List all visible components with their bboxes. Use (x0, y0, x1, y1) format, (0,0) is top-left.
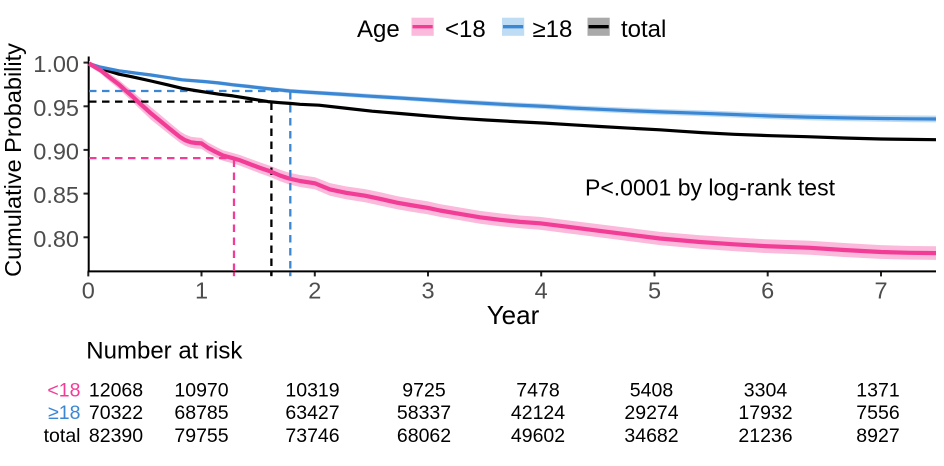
svg-text:12068: 12068 (89, 379, 143, 401)
svg-text:total: total (621, 16, 666, 43)
svg-text:4: 4 (535, 277, 548, 303)
svg-text:34682: 34682 (624, 425, 678, 447)
svg-text:0.80: 0.80 (33, 226, 79, 252)
svg-text:total: total (44, 425, 81, 447)
svg-text:5408: 5408 (630, 379, 673, 401)
svg-text:7: 7 (874, 277, 887, 303)
svg-text:73746: 73746 (285, 425, 339, 447)
svg-text:58337: 58337 (397, 402, 451, 424)
svg-text:2: 2 (308, 277, 321, 303)
svg-text:0.90: 0.90 (33, 139, 79, 165)
svg-text:63427: 63427 (285, 402, 339, 424)
svg-text:9725: 9725 (402, 379, 446, 401)
svg-text:Cumulative Probability: Cumulative Probability (0, 43, 26, 277)
svg-text:1371: 1371 (856, 379, 899, 401)
svg-text:5: 5 (648, 277, 661, 303)
svg-text:P<.0001 by log-rank test: P<.0001 by log-rank test (585, 175, 836, 201)
svg-text:17932: 17932 (738, 402, 792, 424)
svg-text:82390: 82390 (89, 425, 143, 447)
svg-text:0.85: 0.85 (33, 182, 79, 208)
svg-text:79755: 79755 (174, 425, 228, 447)
svg-text:0: 0 (82, 277, 95, 303)
svg-text:Number at risk: Number at risk (86, 338, 243, 365)
svg-text:21236: 21236 (738, 425, 792, 447)
svg-text:3304: 3304 (744, 379, 788, 401)
svg-text:68785: 68785 (174, 402, 228, 424)
svg-text:3: 3 (421, 277, 434, 303)
svg-text:70322: 70322 (89, 402, 143, 424)
svg-text:7478: 7478 (516, 379, 559, 401)
svg-text:≥18: ≥18 (533, 16, 573, 43)
svg-text:42124: 42124 (511, 402, 565, 424)
svg-text:68062: 68062 (397, 425, 451, 447)
svg-text:29274: 29274 (624, 402, 678, 424)
svg-text:≥18: ≥18 (48, 402, 80, 424)
svg-text:Year: Year (487, 300, 540, 330)
svg-text:7556: 7556 (856, 402, 899, 424)
svg-text:49602: 49602 (511, 425, 565, 447)
svg-text:0.95: 0.95 (33, 95, 79, 121)
svg-text:Age: Age (357, 16, 400, 43)
svg-text:<18: <18 (47, 379, 80, 401)
svg-text:10970: 10970 (174, 379, 228, 401)
svg-text:1.00: 1.00 (33, 51, 79, 77)
svg-text:10319: 10319 (285, 379, 339, 401)
svg-text:1: 1 (195, 277, 208, 303)
svg-text:6: 6 (761, 277, 774, 303)
svg-text:<18: <18 (445, 16, 486, 43)
svg-text:8927: 8927 (856, 425, 899, 447)
